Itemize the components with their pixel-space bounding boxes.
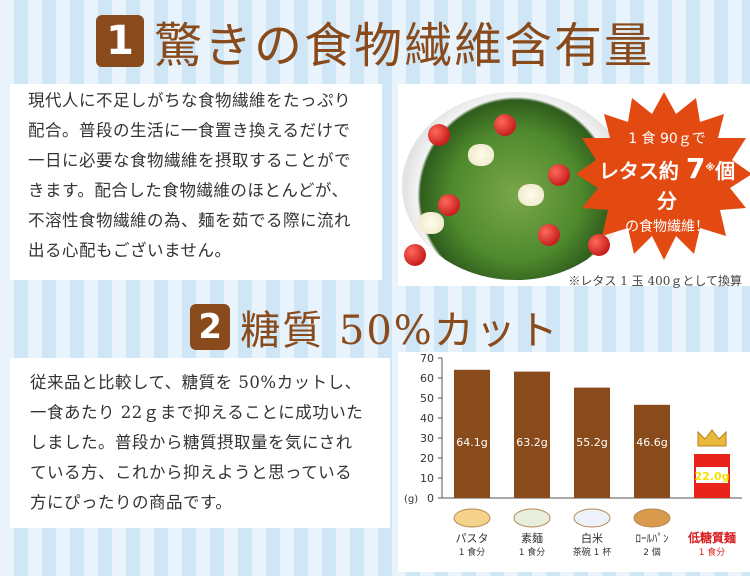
cauliflower-image xyxy=(518,184,544,206)
tomato-image xyxy=(548,164,570,186)
y-tick-label: 30 xyxy=(420,432,434,445)
section2-line: 方にぴったりの商品です。 xyxy=(30,493,233,512)
bar xyxy=(514,371,550,498)
starburst-badge xyxy=(576,92,750,260)
y-tick-label: 50 xyxy=(420,392,434,405)
starburst-text: 1 食 90ｇで レタス約 7※個分 の食物繊維！ xyxy=(592,128,742,236)
carb-chart: 0 10 20 30 40 50 60 70 (g) 64.1g パスタ 1 食分 63.2g 素麺 1 食… xyxy=(398,352,750,572)
tomato-image xyxy=(438,194,460,216)
y-tick-label: 10 xyxy=(420,472,434,485)
value-box xyxy=(696,467,728,483)
food-icon xyxy=(513,508,551,528)
tomato-image xyxy=(428,124,450,146)
bar-value-label: 63.2g xyxy=(516,436,547,449)
category-sublabel: 2 個 xyxy=(643,546,661,558)
bar xyxy=(454,369,490,498)
food-icon xyxy=(633,508,671,528)
section1-text: 現代人に不足しがちな食物繊維をたっぷり 配合。普段の生活に一食置き換えるだけで … xyxy=(10,84,382,280)
section2-text: 従来品と比較して、糖質を 50%カットし、 一食あたり 22ｇまで抑えることに成… xyxy=(10,358,390,528)
category-label: 低糖質麺 xyxy=(687,530,736,545)
category-label: 素麺 xyxy=(521,532,543,545)
y-tick-label: 40 xyxy=(420,412,434,425)
tomato-image xyxy=(404,244,426,266)
y-tick-label: 70 xyxy=(420,352,434,365)
section2-heading: 糖質 50%カット xyxy=(240,308,560,354)
section2-title: 2 糖質 50%カット xyxy=(0,298,750,356)
burst-line1: 1 食 90ｇで xyxy=(628,131,706,147)
section2-line: しました。普段から糖質摂取量を気にされ xyxy=(30,433,353,452)
tomato-image xyxy=(538,224,560,246)
section1-line: 現代人に不足しがちな食物繊維をたっぷり xyxy=(28,91,351,110)
section1-line: 一日に必要な食物繊維を摂取することがで xyxy=(28,151,351,170)
section2-line: ている方、これから抑えようと思っている xyxy=(30,463,353,482)
food-icon xyxy=(453,508,491,528)
section1-line: 出る心配もございません。 xyxy=(28,241,232,260)
section2-line: 従来品と比較して、糖質を 50%カットし、 xyxy=(30,373,362,392)
section1-line: きます。配合した食物繊維のほとんどが、 xyxy=(28,181,349,200)
bar-value-label: 46.6g xyxy=(636,436,667,449)
food-icon xyxy=(573,508,611,528)
crown-icon xyxy=(697,429,727,447)
burst-line3: の食物繊維！ xyxy=(625,219,709,235)
bar-value-label: 55.2g xyxy=(576,436,607,449)
tomato-image xyxy=(588,234,610,256)
category-label: パスタ xyxy=(456,532,489,545)
tomato-image xyxy=(494,114,516,136)
bar xyxy=(574,387,610,498)
y-tick-label: 60 xyxy=(420,372,434,385)
section1-title: 1 驚きの食物繊維含有量 xyxy=(0,6,750,76)
category-sublabel: 1 食分 xyxy=(519,546,546,558)
section1-line: 配合。普段の生活に一食置き換えるだけで xyxy=(28,121,351,140)
section2-number: 2 xyxy=(190,304,231,350)
burst-prefix: レタス約 xyxy=(598,159,679,183)
category-sublabel: 1 食分 xyxy=(699,546,726,558)
category-label: ﾛｰﾙﾊﾟﾝ xyxy=(636,532,669,545)
burst-number: 7 xyxy=(685,152,706,185)
section1-number: 1 xyxy=(95,15,144,67)
category-sublabel: 1 食分 xyxy=(459,546,486,558)
cauliflower-image xyxy=(418,212,444,234)
cauliflower-image xyxy=(468,144,494,166)
footnote: ※レタス 1 玉 400ｇとして換算 xyxy=(568,274,742,288)
category-label: 白米 xyxy=(581,531,603,545)
salad-photo: 1 食 90ｇで レタス約 7※個分 の食物繊維！ xyxy=(398,84,750,286)
category-sublabel: 茶碗 1 杯 xyxy=(573,546,611,558)
unit-label: (g) xyxy=(404,494,418,505)
bar xyxy=(634,404,670,498)
bar-value-label: 64.1g xyxy=(456,436,487,449)
section2-line: 一食あたり 22ｇまで抑えることに成功いた xyxy=(30,403,364,422)
burst-mark: ※ xyxy=(705,162,716,174)
burst-suffix: 個分 xyxy=(657,159,736,213)
section1-line: 不溶性食物繊維の為、麺を茹でる際に流れ xyxy=(28,211,351,230)
section1-heading: 驚きの食物繊維含有量 xyxy=(153,18,654,74)
bar-value-label: 22.0g xyxy=(694,470,729,483)
burst-line2: レタス約 7※個分 xyxy=(592,152,742,214)
y-tick-label: 0 xyxy=(427,492,434,505)
y-tick-label: 20 xyxy=(420,452,434,465)
